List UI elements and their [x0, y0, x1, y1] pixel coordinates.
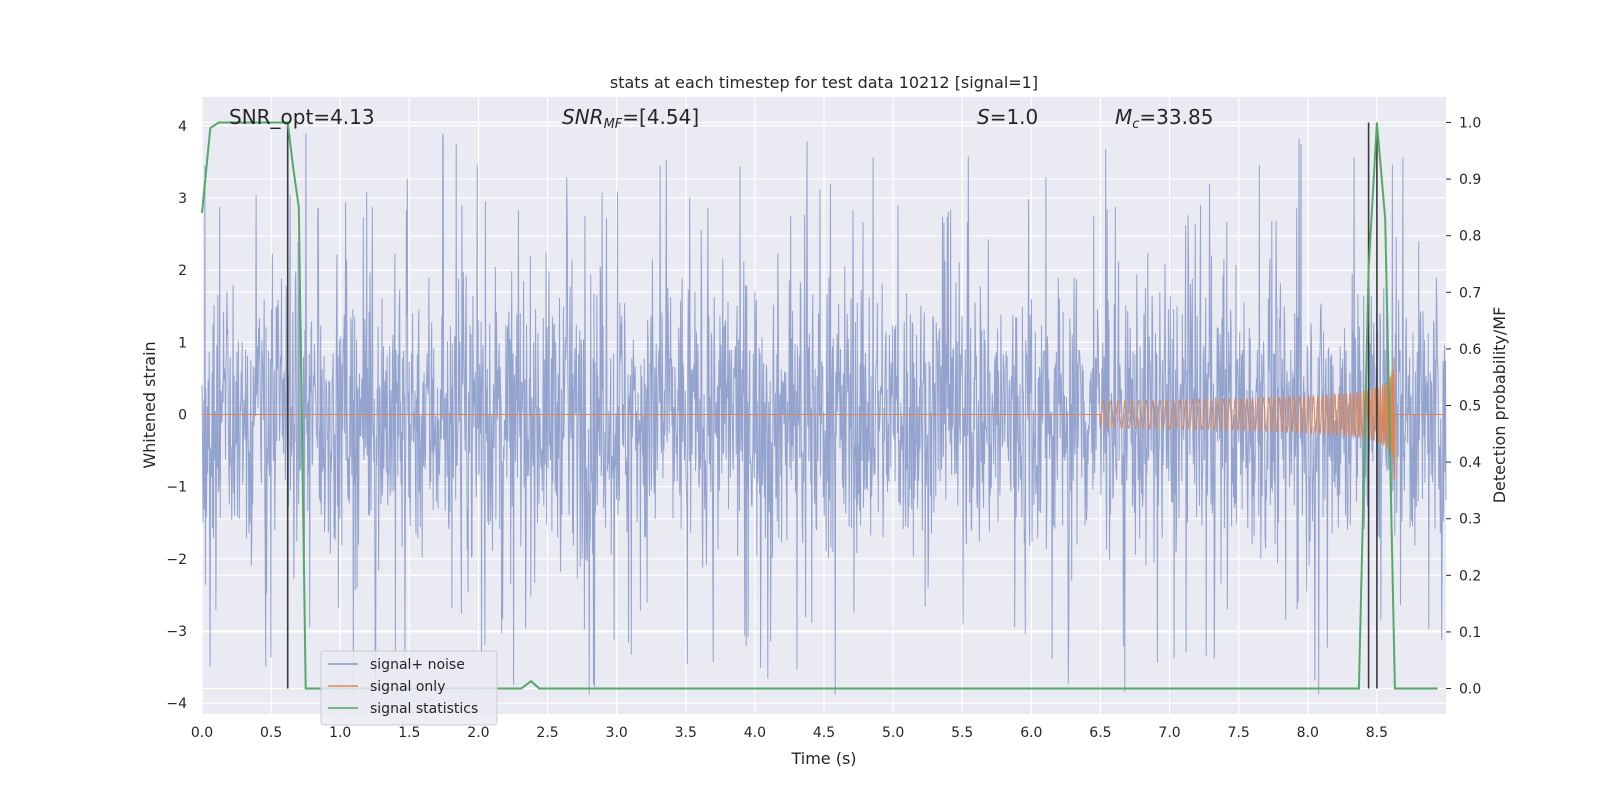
- legend-entry-signal-statistics: signal statistics: [370, 701, 478, 717]
- x-tick-label: 0.0: [191, 725, 213, 741]
- x-tick-label: 7.0: [1158, 725, 1180, 741]
- y-tick-label: 4: [178, 119, 187, 135]
- y-tick-label: −4: [166, 696, 187, 712]
- annotation-snr-mf: SNRMF=[4.54]: [562, 105, 699, 132]
- x-axis-label: Time (s): [790, 749, 856, 768]
- annotation-mc-tail: =33.85: [1139, 105, 1213, 129]
- x-tick-label: 8.5: [1366, 725, 1388, 741]
- y-tick-label: 1: [178, 335, 187, 351]
- legend-entry-signal-only: signal only: [370, 679, 445, 695]
- y-tick-label: −1: [166, 480, 187, 496]
- annotation-s: S=1.0: [977, 105, 1038, 129]
- grid: [201, 97, 1446, 714]
- x-tick-label: 2.0: [467, 725, 489, 741]
- y-axis-label: Whitened strain: [140, 341, 159, 468]
- y-tick-label: 0: [178, 408, 187, 424]
- legend-entry-signal-noise: signal+ noise: [370, 657, 465, 673]
- y2-tick-label: 0.5: [1459, 399, 1481, 415]
- y2-tick-label: 0.3: [1459, 512, 1481, 528]
- y2-tick-label: 0.1: [1459, 625, 1481, 641]
- x-tick-label: 5.0: [882, 725, 904, 741]
- x-tick-label: 4.5: [813, 725, 835, 741]
- annotation-mc: Mc=33.85: [1115, 105, 1213, 132]
- y-axis-ticks: 4 3 2 1 0 −1 −2 −3 −4: [166, 119, 187, 712]
- y-tick-label: −3: [166, 624, 187, 640]
- y2-axis-ticks: 1.0 0.9 0.8 0.7 0.6 0.5 0.4 0.3 0.2 0.1 0.0: [1446, 115, 1481, 698]
- x-tick-label: 6.5: [1089, 725, 1111, 741]
- y2-tick-label: 0.9: [1459, 172, 1481, 188]
- signal-noise-series: [201, 133, 1447, 696]
- y-tick-label: 2: [178, 263, 187, 279]
- y2-tick-label: 0.2: [1459, 568, 1481, 584]
- x-tick-label: 1.5: [398, 725, 420, 741]
- x-tick-label: 8.0: [1297, 725, 1319, 741]
- annotation-snr-mf-main: SNR: [562, 105, 604, 129]
- x-tick-label: 3.0: [606, 725, 628, 741]
- y2-axis-label: Detection probability/MF: [1490, 307, 1509, 504]
- annotation-s-main: S: [977, 105, 990, 129]
- y2-tick-label: 0.8: [1459, 229, 1481, 245]
- y-tick-label: −2: [166, 552, 187, 568]
- x-axis-ticks: 0.0 0.5 1.0 1.5 2.0 2.5 3.0 3.5 4.0 4.5 5.0 5.5 6.0 6…: [191, 725, 1388, 741]
- legend-box: [320, 650, 498, 726]
- annotation-snr-mf-tail: =[4.54]: [622, 105, 699, 129]
- y2-tick-label: 0.4: [1459, 455, 1481, 471]
- annotation-mc-main: M: [1115, 105, 1132, 129]
- x-tick-label: 4.0: [744, 725, 766, 741]
- signal-noise-line: [201, 133, 1447, 696]
- vertical-markers: [286, 122, 1378, 689]
- y2-tick-label: 1.0: [1459, 115, 1481, 131]
- y2-tick-label: 0.0: [1459, 682, 1481, 698]
- y2-tick-label: 0.6: [1459, 342, 1481, 358]
- y-tick-label: 3: [178, 191, 187, 207]
- annotation-snr-opt: SNR_opt=4.13: [229, 105, 375, 129]
- x-tick-label: 0.5: [260, 725, 282, 741]
- signal-only-line: [202, 357, 1446, 480]
- annotation-s-tail: =1.0: [990, 105, 1039, 129]
- y2-tick-label: 0.7: [1459, 285, 1481, 301]
- chart-title: stats at each timestep for test data 102…: [610, 73, 1038, 92]
- signal-statistics-series: [201, 121, 1438, 690]
- x-tick-label: 5.5: [951, 725, 973, 741]
- legend: signal+ noise signal only signal statist…: [320, 650, 498, 726]
- x-tick-label: 2.5: [536, 725, 558, 741]
- annotation-mc-sub: c: [1132, 117, 1139, 132]
- x-tick-label: 1.0: [329, 725, 351, 741]
- x-tick-label: 3.5: [675, 725, 697, 741]
- signal-statistics-line: [201, 121, 1438, 690]
- x-tick-label: 7.5: [1228, 725, 1250, 741]
- x-tick-label: 6.0: [1020, 725, 1042, 741]
- signal-only-series: [202, 357, 1446, 480]
- annotation-snr-mf-sub: MF: [604, 117, 623, 132]
